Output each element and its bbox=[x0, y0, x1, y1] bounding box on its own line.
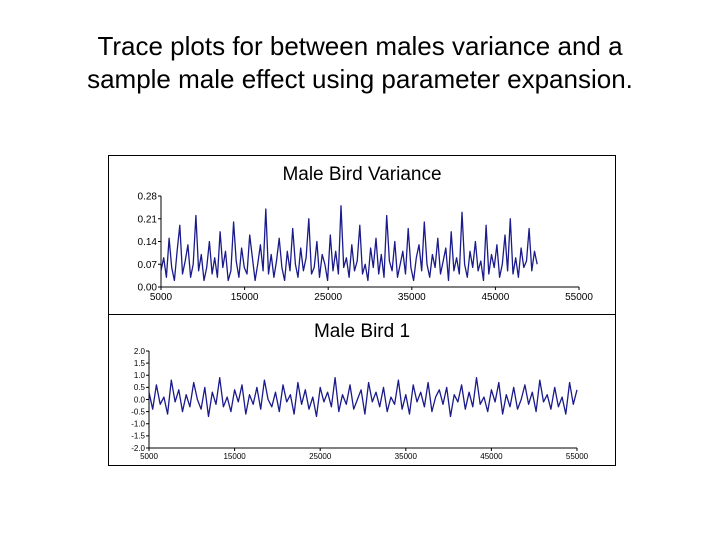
y-tick-label: 2.0 bbox=[134, 347, 146, 356]
male-bird-1-panel: Male Bird 1 -2.0 -1.5 -1.0 -0.5 0.0 0.5 1.0 1.5… bbox=[109, 315, 615, 466]
x-tick-label: 15000 bbox=[223, 452, 246, 461]
y-tick-label: 0.00 bbox=[138, 283, 158, 294]
y-tick-label: 0.21 bbox=[138, 214, 158, 225]
male-bird-variance-title: Male Bird Variance bbox=[282, 164, 442, 185]
slide-title: Trace plots for between males variance a… bbox=[20, 30, 700, 96]
y-tick-label: -2.0 bbox=[131, 444, 145, 453]
male-bird-variance-panel: Male Bird Variance 0.00 0.07 0.14 0.21 0.28 5… bbox=[109, 156, 615, 315]
y-tick-label: 0.0 bbox=[134, 395, 146, 404]
trace-line bbox=[148, 377, 578, 418]
x-tick-label: 5000 bbox=[140, 452, 158, 461]
male-bird-1-title: Male Bird 1 bbox=[313, 321, 411, 342]
x-tick-label: 55000 bbox=[566, 452, 589, 461]
y-tick-label: 0.28 bbox=[138, 192, 158, 203]
y-tick-label: 1.5 bbox=[134, 359, 146, 368]
slide-title-line-1: Trace plots for between males variance a… bbox=[97, 31, 623, 61]
y-tick-label: 0.5 bbox=[134, 383, 146, 392]
x-tick-label: 45000 bbox=[481, 292, 509, 303]
y-tick-label: 0.14 bbox=[138, 237, 158, 248]
x-tick-label: 55000 bbox=[565, 292, 593, 303]
y-tick-label: -1.5 bbox=[131, 432, 145, 441]
x-tick-label: 25000 bbox=[309, 452, 332, 461]
x-tick-label: 45000 bbox=[480, 452, 503, 461]
y-tick-label: 0.07 bbox=[138, 260, 158, 271]
trace-line bbox=[160, 205, 538, 282]
male-bird-1-trace-chart: -2.0 -1.5 -1.0 -0.5 0.0 0.5 1.0 1.5 2.0 5000 15000… bbox=[131, 347, 589, 461]
x-tick-label: 15000 bbox=[231, 292, 259, 303]
y-tick-label: 1.0 bbox=[134, 371, 146, 380]
y-tick-label: -0.5 bbox=[131, 407, 145, 416]
slide-title-line-2: sample male effect using parameter expan… bbox=[87, 64, 633, 94]
x-tick-label: 25000 bbox=[314, 292, 342, 303]
x-tick-label: 35000 bbox=[398, 292, 426, 303]
y-tick-label: -1.0 bbox=[131, 420, 145, 429]
x-tick-label: 35000 bbox=[395, 452, 418, 461]
trace-plot-figure: Male Bird Variance 0.00 0.07 0.14 0.21 0.28 5… bbox=[108, 155, 616, 466]
male-bird-variance-trace-chart: 0.00 0.07 0.14 0.21 0.28 5000 15000 25000 35000 4… bbox=[138, 192, 594, 304]
x-tick-label: 5000 bbox=[150, 292, 173, 303]
